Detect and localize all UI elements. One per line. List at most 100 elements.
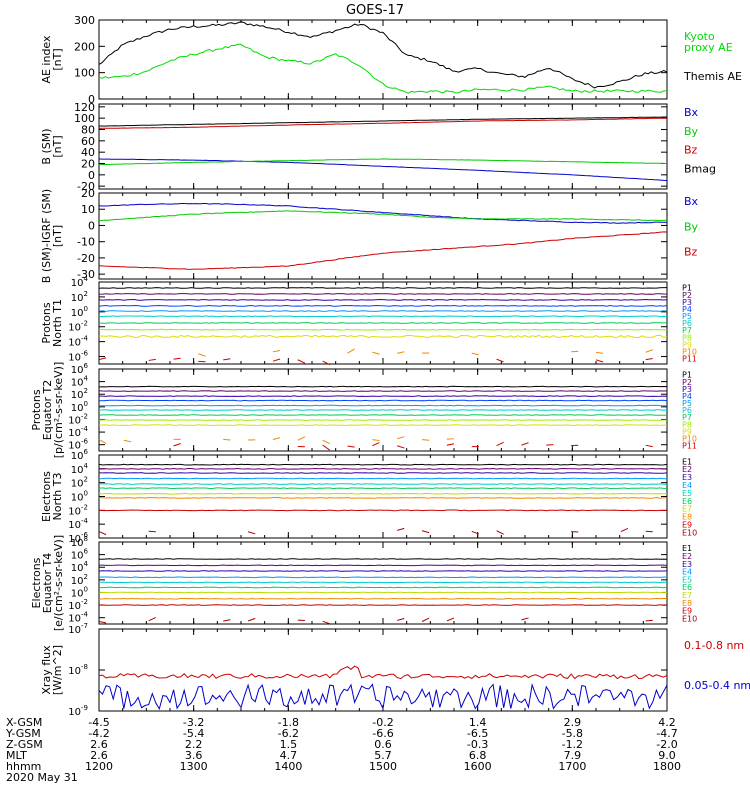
series-segment-e10 [422,618,429,621]
series-segment-e10 [223,620,230,622]
y-tick-exponent: 2 [84,573,88,581]
y-tick-label: 100 [74,67,95,80]
series-line-kyoto-proxy-ae [99,44,667,93]
y-tick-exponent: -2 [81,598,88,606]
series-segment-e10 [248,532,255,534]
y-axis-label: [p/(cm²-s-sr-keV)] [52,362,65,459]
series-line-p5 [99,405,667,406]
series-line-p3 [99,396,667,397]
series-segment-e10 [621,528,628,531]
y-tick-label: 106 [71,448,89,462]
y-tick-exponent: 0 [84,585,88,593]
legend-label: Bx [684,195,699,208]
series-segment-p11 [298,360,305,363]
series-segment-e10 [646,620,653,621]
series-line-e1 [99,559,667,560]
series-line-0-1-0-8-nm [99,666,667,679]
series-line-e8 [99,498,667,499]
series-segment-p11 [521,443,528,445]
series-segment-p10 [298,437,305,441]
series-line-p4 [99,306,667,307]
y-tick-exponent: -4 [81,517,89,525]
series-segment-e10 [323,621,330,623]
series-segment-p11 [497,359,504,362]
panel-frame [99,20,667,99]
ephemeris-value: 1300 [180,760,208,773]
ephemeris-value: 1600 [464,760,492,773]
y-tick-exponent: -7 [81,622,88,630]
channel-label: E10 [682,528,697,537]
series-line-p3 [99,300,667,301]
y-tick-exponent: 2 [84,387,88,395]
series-line-e2 [99,565,667,566]
series-segment-p10 [99,440,106,444]
y-tick-label: 40 [81,146,95,159]
y-tick-label: 10 [81,203,95,216]
series-segment-e10 [497,531,504,535]
y-tick-exponent: 6 [84,548,89,556]
series-segment-p10 [472,353,479,355]
y-tick-label: -20 [77,252,95,265]
series-segment-p11 [174,444,181,446]
series-line-p6 [99,316,667,317]
series-segment-e10 [397,619,404,621]
panel-xray: Xray flux[W/m^2]10-710-810-90.1-0.8 nm0.… [40,622,750,718]
date-label: 2020 May 31 [6,771,78,784]
legend-label: By [684,220,699,233]
y-axis-label: [nT] [51,135,64,157]
series-segment-e10 [422,531,429,533]
series-line-e4 [99,577,667,578]
series-segment-e10 [149,617,156,620]
series-line-e8 [99,599,667,600]
legend-label: Bz [684,144,698,157]
series-line-e7 [99,493,667,494]
series-line-p7 [99,415,667,416]
y-tick-label: 100 [71,490,88,504]
y-tick-exponent: -2 [81,412,88,420]
series-segment-p10 [596,352,603,353]
y-tick-label: 120 [74,101,95,114]
series-line-p7 [99,323,667,324]
series-line-bmag [99,117,667,126]
y-tick-exponent: -4 [81,335,89,343]
y-tick-exponent: -6 [81,438,89,446]
series-line-p5 [99,311,667,312]
y-tick-exponent: 4 [84,375,89,383]
series-line-bx [99,204,667,224]
series-segment-p11 [273,359,280,361]
legend-label: 0.1-0.8 nm [684,639,744,652]
ephemeris-value: 1200 [85,760,113,773]
y-tick-exponent: 2 [84,290,88,298]
series-segment-p10 [273,438,280,440]
y-axis-label: [e/(cm²-s-sr-keV)] [52,535,65,631]
legend-label: Bmag [684,162,716,175]
ephemeris-value: 1800 [653,760,681,773]
series-line-e3 [99,473,667,474]
ephemeris-value: 1500 [369,760,397,773]
series-line-p8 [99,420,667,421]
series-segment-p10 [372,352,379,354]
series-segment-p10 [397,437,404,439]
series-segment-e10 [99,532,106,535]
y-tick-label: 100 [74,112,95,125]
series-line-p6 [99,410,667,411]
series-line-e1 [99,464,667,465]
legend-label: By [684,125,699,138]
series-line-themis-ae [99,22,667,88]
y-tick-label: 10-8 [68,663,88,677]
series-line-e5 [99,484,667,485]
series-segment-e10 [99,621,106,623]
series-line-p2 [99,391,667,392]
y-tick-exponent: 0 [84,305,88,313]
series-line-p1 [99,288,667,289]
y-tick-exponent: 0 [84,490,88,498]
channel-label: P11 [682,442,697,451]
y-tick-exponent: -2 [81,503,88,511]
